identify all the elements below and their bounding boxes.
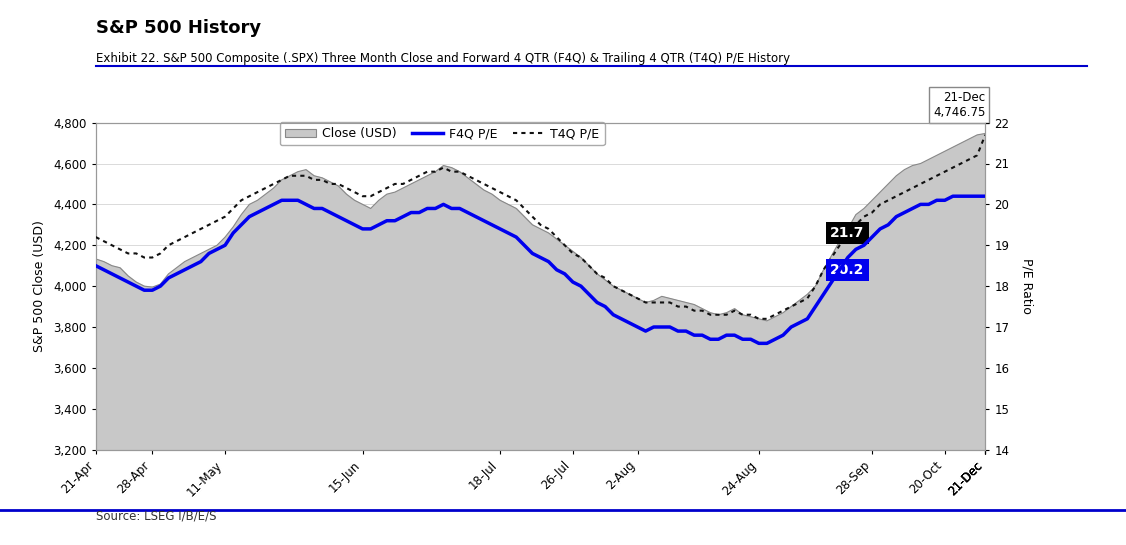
- Text: S&P 500 History: S&P 500 History: [96, 19, 261, 37]
- Text: 21-Dec
4,746.75: 21-Dec 4,746.75: [932, 92, 985, 119]
- Text: 20.2: 20.2: [830, 263, 865, 277]
- Text: 21.7: 21.7: [830, 226, 865, 240]
- Y-axis label: S&P 500 Close (USD): S&P 500 Close (USD): [34, 220, 46, 352]
- Text: Source: LSEG I/B/E/S: Source: LSEG I/B/E/S: [96, 509, 216, 522]
- Text: Exhibit 22. S&P 500 Composite (.SPX) Three Month Close and Forward 4 QTR (F4Q) &: Exhibit 22. S&P 500 Composite (.SPX) Thr…: [96, 52, 789, 65]
- Y-axis label: P/E Ratio: P/E Ratio: [1020, 258, 1034, 314]
- Legend: Close (USD), F4Q P/E, T4Q P/E: Close (USD), F4Q P/E, T4Q P/E: [280, 122, 605, 146]
